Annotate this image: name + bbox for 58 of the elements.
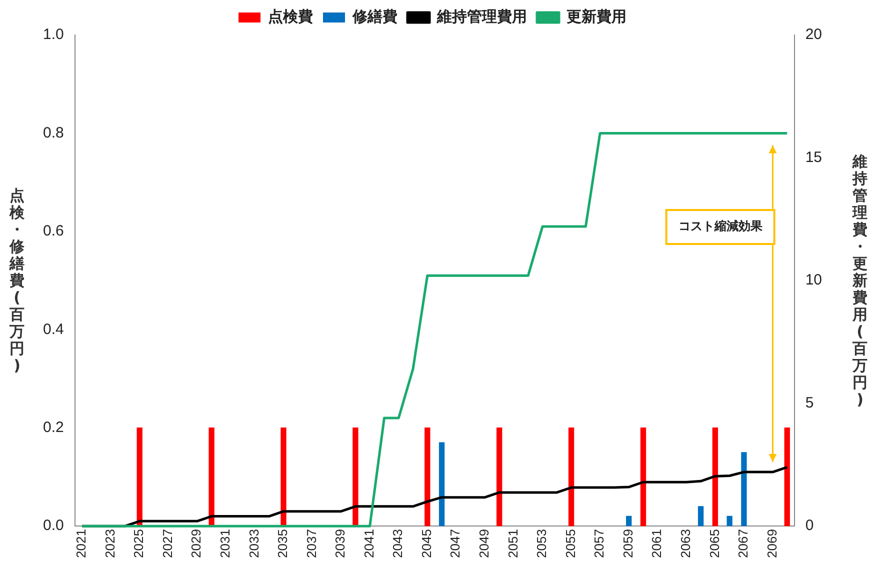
legend-label: 更新費用 (566, 8, 626, 26)
x-tick-label: 2053 (534, 529, 550, 558)
y-tick-label: 1.0 (42, 26, 64, 44)
y-tick-label: 0.6 (42, 222, 64, 240)
legend-label: 維持管理費用 (436, 8, 527, 26)
x-tick-label: 2049 (476, 529, 492, 558)
x-tick-label: 2037 (304, 529, 319, 558)
x-tick-label: 2039 (332, 529, 348, 558)
x-tick-label: 2025 (131, 529, 146, 558)
legend-label: 修繕費 (352, 8, 398, 26)
x-tick-label: 2059 (620, 529, 636, 558)
text: 点検・修繕費(百万円) (10, 186, 24, 374)
bar (726, 516, 732, 526)
x-tick-label: 2069 (764, 529, 780, 558)
y-tick-label: 0.4 (42, 320, 64, 338)
x-tick-label: 2045 (418, 529, 434, 558)
x-tick-label: 2061 (649, 529, 664, 558)
y2-tick-label: 5 (805, 394, 814, 412)
bar (280, 428, 286, 526)
x-tick-label: 2027 (160, 529, 175, 558)
bar (136, 428, 142, 526)
bar (640, 428, 646, 526)
legend-label: 点検費 (268, 8, 313, 26)
x-tick-label: 2063 (678, 529, 693, 558)
x-tick-label: 2057 (592, 529, 607, 558)
bar (424, 428, 430, 526)
x-tick-label: 2029 (188, 529, 204, 558)
annotation: コスト縮減効果 (678, 219, 764, 234)
bar (741, 452, 747, 526)
y2-tick-label: 15 (805, 148, 822, 166)
x-tick-label: 2031 (218, 529, 233, 558)
bar (712, 428, 718, 526)
x-tick-label: 2055 (562, 529, 578, 558)
y-tick-label: 0.8 (42, 124, 64, 142)
bar (496, 428, 502, 526)
x-tick-label: 2067 (736, 529, 751, 558)
y2-tick-label: 20 (805, 26, 822, 44)
bar (208, 428, 214, 526)
bar (698, 506, 704, 526)
text: 維持管理費・更新費用(百万円) (852, 152, 868, 408)
y2-tick-label: 0 (805, 517, 814, 534)
x-tick-label: 2021 (74, 529, 89, 558)
x-tick-label: 2065 (706, 529, 722, 558)
y-tick-label: 0.0 (42, 517, 64, 534)
x-tick-label: 2023 (102, 529, 118, 558)
x-tick-label: 2035 (275, 529, 290, 558)
bar (352, 428, 358, 526)
x-tick-label: 2033 (246, 529, 262, 558)
bar (438, 442, 445, 526)
x-tick-label: 2043 (390, 529, 406, 558)
y2-tick-label: 10 (805, 272, 822, 289)
bar (568, 428, 574, 526)
bar (626, 516, 632, 526)
x-tick-label: 2051 (505, 529, 520, 558)
y-tick-label: 0.2 (42, 419, 64, 436)
x-tick-label: 2047 (448, 529, 463, 558)
x-tick-label: 2041 (361, 529, 376, 558)
bar (784, 428, 790, 526)
